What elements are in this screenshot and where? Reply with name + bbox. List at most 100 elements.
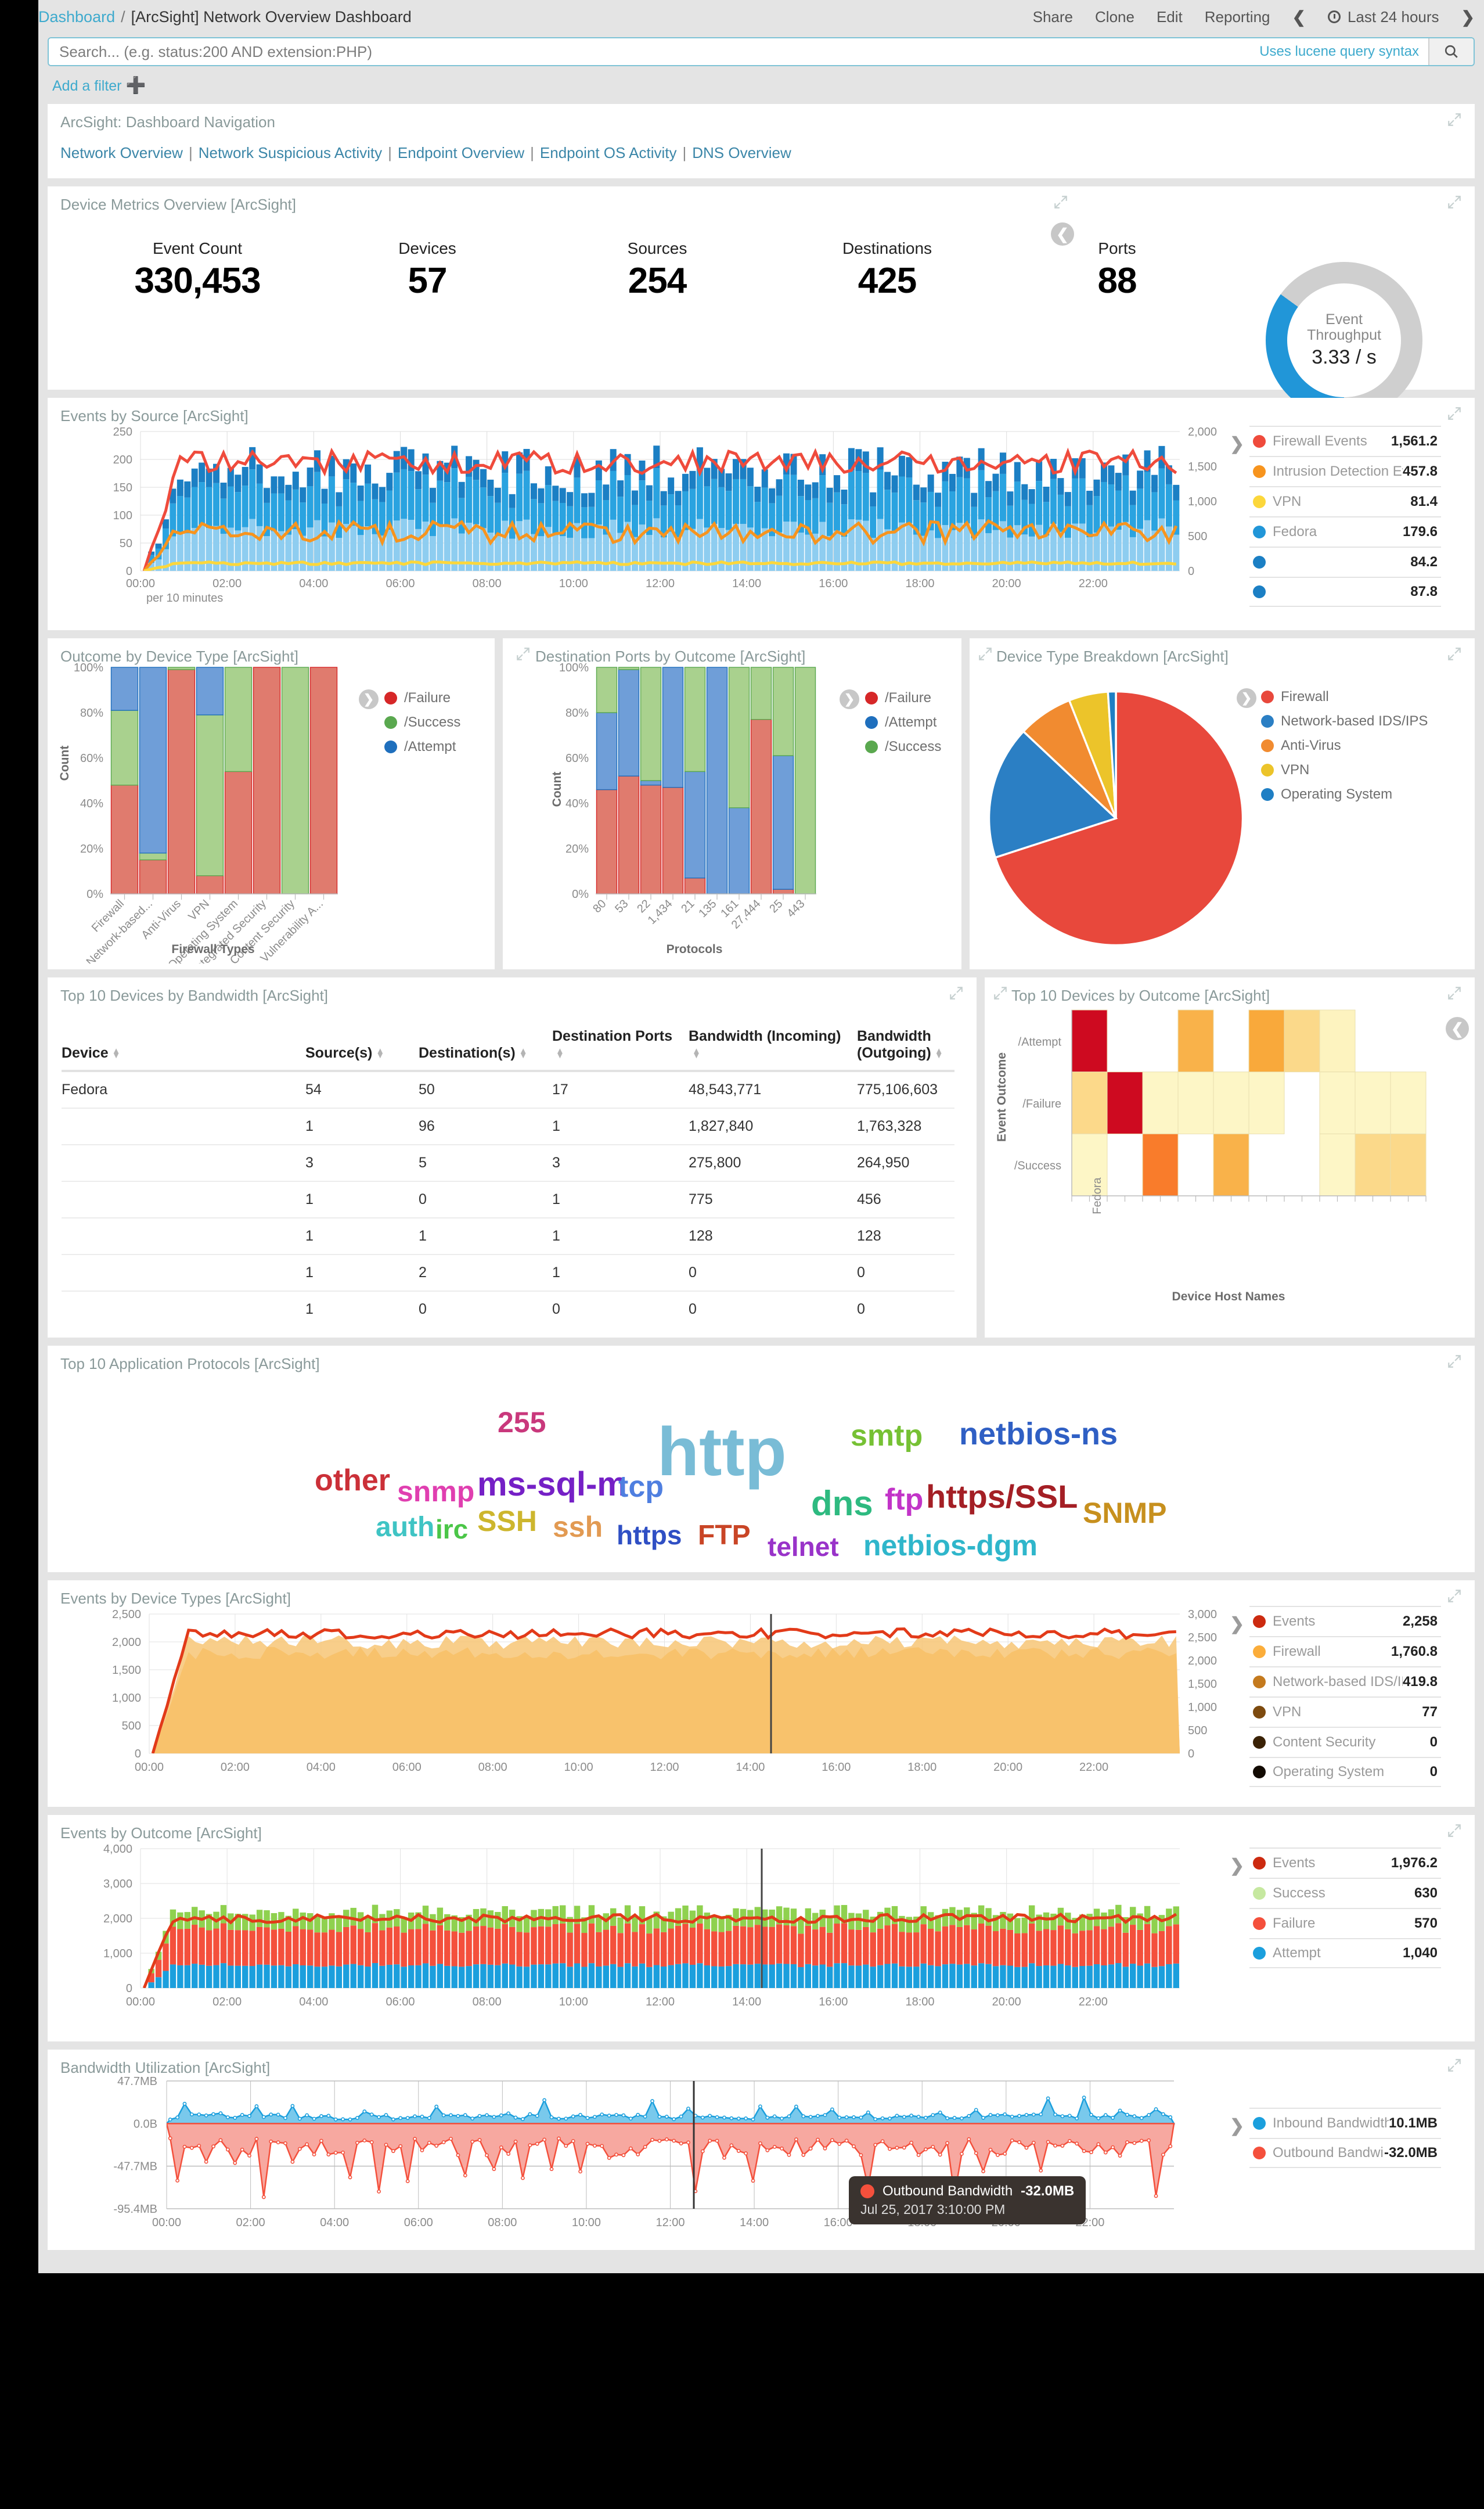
expand-icon[interactable] bbox=[1447, 195, 1462, 210]
th-bandwidth-outgoing[interactable]: Bandwidth (Outgoing) ▲ ▼ bbox=[857, 1028, 954, 1071]
word-cloud-term[interactable]: ftp bbox=[885, 1483, 924, 1516]
heatmap-cell[interactable] bbox=[1071, 1072, 1108, 1134]
events-by-outcome-chart[interactable]: 4,000 3,000 2,000 1,000 0 00:00 02:00 04:00 06:… bbox=[59, 1843, 1232, 2017]
edit-button[interactable]: Edit bbox=[1156, 8, 1183, 26]
expand-icon[interactable] bbox=[1447, 986, 1462, 1001]
expand-icon[interactable] bbox=[1447, 2058, 1462, 2073]
heatmap-cell[interactable] bbox=[1142, 1072, 1179, 1134]
expand-icon[interactable] bbox=[1447, 1588, 1462, 1604]
th-destination-ports[interactable]: Destination Ports ▲ ▼ bbox=[552, 1028, 689, 1071]
nav-link-network-suspicious[interactable]: Network Suspicious Activity bbox=[198, 144, 383, 161]
heatmap-cell[interactable] bbox=[1071, 1133, 1108, 1196]
expand-legend-icon[interactable]: ❯ bbox=[1230, 2116, 1245, 2136]
expand-icon[interactable] bbox=[993, 986, 1008, 1001]
expand-icon[interactable] bbox=[949, 986, 964, 1001]
heatmap-cell[interactable] bbox=[1142, 1133, 1179, 1196]
word-cloud-term[interactable]: netbios-dgm bbox=[863, 1529, 1038, 1562]
word-cloud-term[interactable]: dns bbox=[811, 1484, 873, 1523]
legend-item[interactable]: Intrusion Detection Ev 457.8 bbox=[1249, 456, 1441, 486]
heatmap-cell[interactable] bbox=[1390, 1133, 1427, 1196]
expand-legend-icon[interactable]: ❯ bbox=[840, 689, 859, 709]
time-picker[interactable]: Last 24 hours bbox=[1327, 8, 1439, 26]
table-row[interactable]: 1 96 1 1,827,840 1,763,328 bbox=[62, 1108, 954, 1145]
legend-item[interactable]: Operating System bbox=[1261, 782, 1428, 807]
heatmap-cell[interactable] bbox=[1319, 1072, 1356, 1134]
legend-item[interactable]: /Failure bbox=[384, 686, 460, 710]
table-row[interactable]: 1 0 1 775 456 bbox=[62, 1181, 954, 1218]
expand-legend-icon[interactable]: ❯ bbox=[1237, 688, 1256, 708]
legend-item[interactable]: 84.2 bbox=[1249, 547, 1441, 577]
legend-item[interactable]: VPN 81.4 bbox=[1249, 486, 1441, 516]
word-cloud-term[interactable]: SSH bbox=[477, 1505, 537, 1537]
nav-link-endpoint-os-activity[interactable]: Endpoint OS Activity bbox=[539, 144, 677, 161]
legend-item[interactable]: /Success bbox=[865, 735, 941, 759]
heatmap-cell[interactable] bbox=[1177, 1072, 1214, 1134]
legend-item[interactable]: Success 630 bbox=[1249, 1878, 1441, 1908]
table-row[interactable]: 3 5 3 275,800 264,950 bbox=[62, 1144, 954, 1181]
expand-icon[interactable] bbox=[978, 646, 993, 662]
legend-item[interactable]: VPN 77 bbox=[1249, 1696, 1441, 1727]
time-prev-icon[interactable]: ❮ bbox=[1292, 8, 1306, 26]
legend-item[interactable]: Events 1,976.2 bbox=[1249, 1847, 1441, 1878]
word-cloud-term[interactable]: 255 bbox=[498, 1406, 546, 1439]
word-cloud-term[interactable]: tcp bbox=[618, 1470, 664, 1504]
word-cloud-term[interactable]: netbios-ns bbox=[959, 1417, 1118, 1451]
legend-item[interactable]: Outbound Bandwid -32.0MB bbox=[1249, 2138, 1441, 2168]
expand-icon[interactable] bbox=[516, 646, 531, 662]
heatmap-cell[interactable] bbox=[1177, 1009, 1214, 1073]
word-cloud-term[interactable]: https/SSL bbox=[926, 1478, 1078, 1515]
expand-legend-icon[interactable]: ❯ bbox=[1230, 1615, 1245, 1634]
expand-legend-icon[interactable]: ❯ bbox=[1230, 1856, 1245, 1875]
heatmap-cell[interactable] bbox=[1248, 1009, 1285, 1073]
legend-item[interactable]: /Success bbox=[384, 710, 460, 735]
expand-legend-icon[interactable]: ❯ bbox=[1230, 434, 1245, 454]
legend-item[interactable]: /Attempt bbox=[865, 710, 941, 735]
time-next-icon[interactable]: ❯ bbox=[1461, 8, 1475, 26]
heatmap-cell[interactable] bbox=[1390, 1072, 1427, 1134]
pie-slice[interactable] bbox=[1107, 690, 1117, 819]
word-cloud-term[interactable]: ms-sql-m bbox=[477, 1465, 627, 1503]
word-cloud-term[interactable]: SNMP bbox=[1083, 1497, 1167, 1529]
word-cloud-term[interactable]: ssh bbox=[553, 1511, 603, 1543]
legend-item[interactable]: Failure 570 bbox=[1249, 1908, 1441, 1938]
heatmap-cell[interactable] bbox=[1319, 1009, 1356, 1073]
breadcrumb-dashboard-link[interactable]: Dashboard bbox=[38, 8, 116, 26]
legend-item[interactable]: Content Security 0 bbox=[1249, 1727, 1441, 1757]
heatmap-cell[interactable] bbox=[1071, 1009, 1108, 1073]
heatmap-cell[interactable] bbox=[1248, 1072, 1285, 1134]
outcome-by-device-chart[interactable]: 100%80%60%40%20%0% FirewallNetwork-based… bbox=[48, 662, 495, 964]
legend-item[interactable]: Operating System 0 bbox=[1249, 1757, 1441, 1787]
nav-link-endpoint-overview[interactable]: Endpoint Overview bbox=[397, 144, 525, 161]
events-by-device-types-chart[interactable]: 2,500 2,000 1,500 1,000 500 0 3,000 2,500 2,000… bbox=[59, 1608, 1232, 1782]
expand-legend-icon[interactable]: ❯ bbox=[359, 689, 379, 709]
legend-item[interactable]: Anti-Virus bbox=[1261, 734, 1428, 758]
table-row[interactable]: 1 1 1 128 128 bbox=[62, 1217, 954, 1254]
heatmap-cell[interactable] bbox=[1213, 1133, 1249, 1196]
legend-item[interactable]: Firewall bbox=[1261, 685, 1428, 709]
pie-slice[interactable] bbox=[994, 690, 1244, 947]
legend-item[interactable]: Network-based IDS/IPS419.8 bbox=[1249, 1666, 1441, 1696]
word-cloud-term[interactable]: FTP bbox=[698, 1520, 751, 1551]
heatmap-cell[interactable] bbox=[1355, 1072, 1391, 1134]
destination-ports-chart[interactable]: 100%80%60%40%20%0% 80 53 221,434 2113516127… bbox=[503, 662, 961, 964]
expand-icon[interactable] bbox=[1447, 1823, 1462, 1838]
word-cloud-term[interactable]: telnet bbox=[768, 1532, 839, 1562]
word-cloud-term[interactable]: https bbox=[617, 1520, 682, 1550]
legend-item[interactable]: /Failure bbox=[865, 686, 941, 710]
expand-icon[interactable] bbox=[1053, 195, 1068, 210]
legend-item[interactable]: Events 2,258 bbox=[1249, 1606, 1441, 1636]
word-cloud-term[interactable]: irc bbox=[435, 1514, 469, 1544]
reporting-button[interactable]: Reporting bbox=[1204, 8, 1270, 26]
expand-icon[interactable] bbox=[1447, 646, 1462, 662]
nav-link-dns-overview[interactable]: DNS Overview bbox=[692, 144, 791, 161]
legend-item[interactable]: /Attempt bbox=[384, 735, 460, 759]
legend-item[interactable]: Fedora 179.6 bbox=[1249, 516, 1441, 547]
share-button[interactable]: Share bbox=[1032, 8, 1074, 26]
th-bandwidth-incoming[interactable]: Bandwidth (Incoming) ▲ ▼ bbox=[689, 1028, 857, 1071]
word-cloud-term[interactable]: auth bbox=[376, 1512, 435, 1543]
expand-icon[interactable] bbox=[1447, 1354, 1462, 1369]
collapse-legend-icon[interactable]: ❮ bbox=[1051, 222, 1074, 246]
